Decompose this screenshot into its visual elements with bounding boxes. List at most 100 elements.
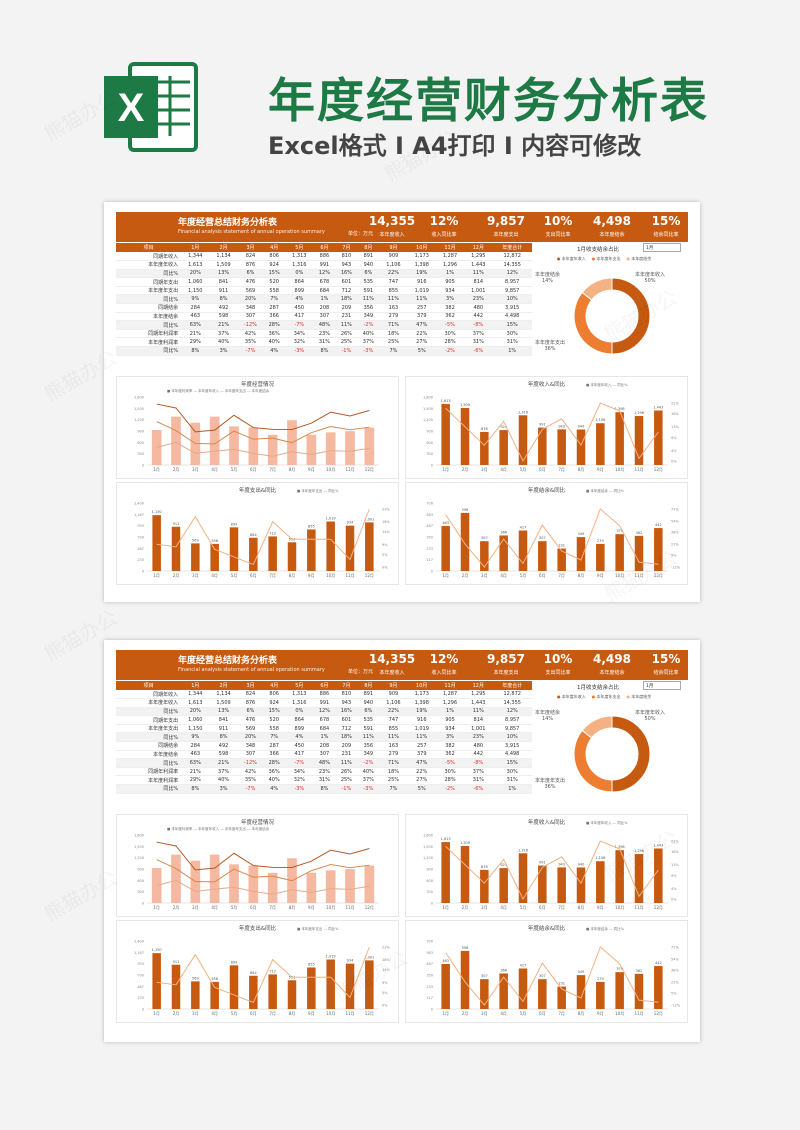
- y2-tick-label: 0%: [671, 460, 677, 464]
- table-cell: 31%: [492, 337, 532, 348]
- table-cell: 940: [357, 260, 380, 270]
- kpi-card: 15% 结余同比率: [636, 652, 696, 676]
- y-tick-label: 467: [137, 985, 144, 989]
- chart-line: [445, 946, 659, 1006]
- y-tick-label: 0: [431, 902, 433, 906]
- month-select[interactable]: 1月: [643, 243, 681, 252]
- table-cell: 684: [313, 286, 336, 296]
- table-cell: -3%: [285, 346, 314, 356]
- data-label: 1,509: [460, 403, 470, 407]
- x-tick-label: 2月: [173, 573, 180, 578]
- data-label: 463: [442, 521, 449, 525]
- table-cell: 同期年支出: [116, 277, 182, 287]
- table-cell: 864: [285, 277, 314, 287]
- data-label: 940: [578, 424, 585, 428]
- table-cell: 14,355: [492, 260, 532, 270]
- chart-bar: [209, 416, 220, 465]
- legend-item: ● 本年度年支出: [592, 694, 621, 699]
- table-row: 同比% 20% 13% 6% 15% 0% 12% 16% 6% 22% 19% 1% 11% 12%: [116, 707, 532, 717]
- table-cell: 1,150: [181, 724, 210, 734]
- table-cell: -6%: [464, 784, 493, 794]
- table-row: 同比% 8% 3% -7% 4% -3% 8% -1% -3% 7% 5% -2% -6% 1%: [116, 346, 532, 356]
- table-cell: 21%: [209, 758, 238, 768]
- x-tick-label: 7月: [269, 1011, 276, 1016]
- table-cell: 362: [435, 312, 465, 322]
- legend-label: 本年度年收入: [561, 694, 586, 699]
- donut-label: 本年度结余 14%: [535, 271, 560, 284]
- table-cell: 1,398: [407, 698, 436, 708]
- kpi-label: 本年度支出: [493, 670, 519, 676]
- chart-bar: [229, 965, 239, 1009]
- y-tick-label: 600: [426, 441, 433, 445]
- table-cell: -8%: [464, 320, 493, 330]
- table-cell: 208: [313, 741, 336, 751]
- x-tick-label: 9月: [597, 905, 604, 910]
- table-cell: 同比%: [116, 732, 182, 743]
- chart-svg: 0 117 233 350 467 583 700 1月 2月 3月 4月 5月 6月 7月 8月 9月 10月…: [426, 940, 681, 1017]
- column-header: 4月: [263, 243, 286, 252]
- table-cell: 4%: [263, 346, 286, 356]
- column-header: 3月: [237, 243, 264, 252]
- chart-legend: ■ 本年度利润率 — 本年度年收入 — 本年度年支出 — 本年度结余: [167, 827, 270, 831]
- y-tick-label: 900: [137, 868, 144, 872]
- data-label: 463: [442, 959, 449, 963]
- kpi-label: 支出同比率: [545, 670, 571, 676]
- table-cell: 20%: [237, 732, 264, 743]
- chart-bar: [307, 967, 316, 1009]
- kpi-label: 本年度收入: [379, 670, 405, 676]
- kpi-card: 10% 支出同比率: [528, 652, 588, 676]
- table-cell: 1,106: [379, 698, 408, 708]
- chart-svg: 0 300 600 900 1,200 1,500 1,800 1月 2月 3月 4月 5月 6月 7月 8…: [423, 396, 679, 473]
- column-header: 9月: [379, 243, 408, 252]
- table-cell: 37%: [464, 767, 493, 777]
- y2-tick-label: 5%: [671, 992, 677, 996]
- column-header: 1月: [181, 243, 210, 252]
- y2-tick-label: 0%: [382, 566, 388, 570]
- chart-line: [156, 508, 370, 566]
- chart-bar: [576, 867, 586, 903]
- chart-bar: [171, 964, 181, 1009]
- chart-title: 年度收入&同比: [527, 382, 566, 388]
- page-subtitle: Excel格式 I A4打印 I 内容可修改: [268, 132, 642, 160]
- table-cell: 6%: [237, 269, 264, 279]
- table-cell: 37%: [357, 775, 380, 786]
- table-cell: 40%: [357, 329, 380, 339]
- kpi-card: 12% 收入同比率: [414, 652, 474, 676]
- y2-tick-label: 5%: [671, 554, 677, 558]
- chart-bar: [171, 526, 181, 571]
- table-cell: 21%: [181, 329, 210, 339]
- month-select[interactable]: 1月: [643, 681, 681, 690]
- y-tick-label: 300: [426, 452, 433, 456]
- table-cell: 12%: [492, 707, 532, 717]
- x-tick-label: 2月: [173, 1011, 180, 1016]
- y-tick-label: 1,200: [423, 418, 433, 422]
- table-cell: 19%: [407, 269, 436, 279]
- y-tick-label: 467: [426, 524, 433, 528]
- table-cell: 911: [209, 724, 238, 734]
- chart-line: [445, 840, 659, 901]
- column-header: 5月: [285, 243, 314, 252]
- legend-dot-icon: ●: [626, 256, 632, 261]
- y2-tick-label: -12%: [671, 1004, 681, 1008]
- chart-bar: [210, 543, 219, 571]
- report-title: 年度经营总结财务分析表: [178, 218, 278, 228]
- table-row: 同比% 20% 13% 6% 15% 0% 12% 16% 6% 22% 19% 1% 11% 12%: [116, 269, 532, 279]
- chart-bar: [518, 853, 528, 903]
- table-cell: 7%: [263, 732, 286, 743]
- table-cell: 14,355: [492, 698, 532, 708]
- data-label: 1,106: [595, 418, 605, 422]
- table-cell: 29%: [181, 775, 210, 786]
- chart-overview: 0 300 600 900 1,200 1,500 1,800 1月 2月 3月 4月 5月 6月 7月 8…: [116, 376, 399, 479]
- table-cell: 678: [313, 277, 336, 287]
- table-cell: 916: [407, 277, 436, 287]
- table-cell: 886: [313, 252, 336, 262]
- x-tick-label: 12月: [654, 467, 663, 472]
- table-cell: 34%: [285, 329, 314, 339]
- data-label: 598: [462, 508, 469, 512]
- table-cell: -8%: [464, 758, 493, 768]
- donut-svg: [573, 277, 651, 355]
- chart-bar: [654, 410, 663, 465]
- chart-bar: [518, 415, 528, 465]
- chart-bar: [249, 537, 258, 571]
- donut-slice: [611, 715, 651, 793]
